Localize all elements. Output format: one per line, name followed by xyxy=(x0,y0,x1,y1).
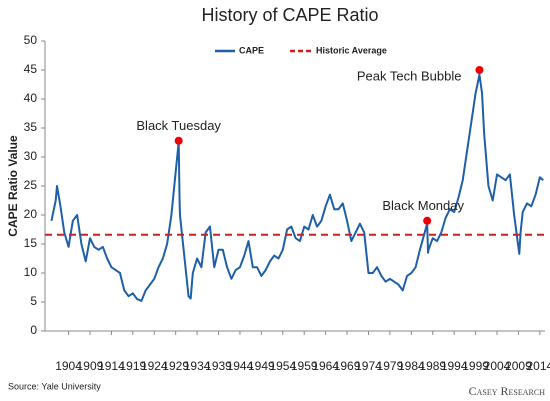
x-tick-label: 1979 xyxy=(377,359,404,373)
annotation-label: Black Tuesday xyxy=(136,118,221,133)
source-note: Source: Yale University xyxy=(8,381,101,391)
y-tick-label: 25 xyxy=(24,178,38,192)
x-tick-label: 1944 xyxy=(227,359,254,373)
legend-label: Historic Average xyxy=(316,45,387,55)
y-tick-label: 0 xyxy=(30,323,37,337)
y-tick-label: 5 xyxy=(30,294,37,308)
x-tick-label: 1904 xyxy=(55,359,82,373)
chart-title: History of CAPE Ratio xyxy=(201,5,378,25)
annotation-dot xyxy=(174,136,183,145)
y-tick-label: 30 xyxy=(24,149,38,163)
x-tick-label: 2009 xyxy=(505,359,532,373)
annotation-dot xyxy=(475,66,484,74)
y-tick-label: 40 xyxy=(24,91,38,105)
y-tick-label: 20 xyxy=(24,207,38,221)
y-tick-label: 10 xyxy=(24,265,38,279)
x-tick-label: 1989 xyxy=(419,359,446,373)
x-tick-label: 1909 xyxy=(77,359,104,373)
x-tick-label: 1974 xyxy=(355,359,382,373)
x-tick-label: 2004 xyxy=(484,359,511,373)
x-tick-label: 1964 xyxy=(312,359,339,373)
x-tick-label: 1934 xyxy=(184,359,211,373)
x-tick-label: 1999 xyxy=(462,359,489,373)
x-tick-label: 1919 xyxy=(119,359,146,373)
legend-label: CAPE xyxy=(239,45,264,55)
y-tick-label: 45 xyxy=(24,62,38,76)
x-tick-label: 1939 xyxy=(205,359,232,373)
annotation-dot xyxy=(423,216,432,225)
x-tick-label: 1954 xyxy=(269,359,296,373)
x-tick-label: 2014 xyxy=(527,359,550,373)
y-axis-label: CAPE Ratio Value xyxy=(6,135,20,237)
x-tick-label: 1959 xyxy=(291,359,318,373)
annotation-label: Peak Tech Bubble xyxy=(357,68,462,83)
x-tick-label: 1984 xyxy=(398,359,425,373)
x-tick-label: 1949 xyxy=(248,359,275,373)
y-tick-label: 35 xyxy=(24,120,38,134)
x-tick-label: 1969 xyxy=(334,359,361,373)
cape-line xyxy=(50,73,544,302)
x-tick-label: 1914 xyxy=(98,359,125,373)
x-tick-label: 1994 xyxy=(441,359,468,373)
y-tick-label: 15 xyxy=(24,236,38,250)
x-tick-label: 1924 xyxy=(141,359,168,373)
annotation-label: Black Monday xyxy=(382,198,464,213)
x-tick-label: 1929 xyxy=(162,359,189,373)
y-tick-label: 50 xyxy=(24,33,38,47)
logo: Casey Research xyxy=(469,384,546,398)
